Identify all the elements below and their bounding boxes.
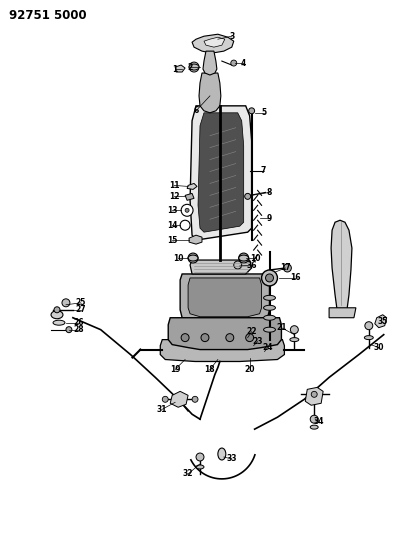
Text: 11: 11 [169,181,180,190]
Text: 16: 16 [290,273,300,282]
Text: 21: 21 [276,323,287,332]
Circle shape [180,220,190,230]
Polygon shape [185,193,194,200]
Text: 6: 6 [194,106,199,115]
Ellipse shape [51,311,63,319]
Ellipse shape [264,295,276,300]
Text: 10: 10 [173,254,184,263]
Text: 33: 33 [226,455,237,464]
Polygon shape [190,260,252,274]
Text: 9: 9 [267,214,272,223]
Polygon shape [175,65,185,72]
Circle shape [196,453,204,461]
Circle shape [189,62,199,72]
Circle shape [234,261,242,269]
Ellipse shape [188,255,198,261]
Text: 19: 19 [170,365,180,374]
Circle shape [162,397,168,402]
Polygon shape [305,387,323,405]
Polygon shape [198,113,244,232]
Polygon shape [189,235,202,244]
Text: 3: 3 [229,31,234,41]
Circle shape [54,307,60,313]
Circle shape [185,208,189,212]
Circle shape [201,334,209,342]
Circle shape [249,108,255,114]
Ellipse shape [290,337,299,342]
Circle shape [181,204,193,216]
Polygon shape [204,37,225,47]
Circle shape [188,253,198,263]
Circle shape [66,327,72,333]
Text: 22: 22 [246,327,257,336]
Ellipse shape [53,320,65,325]
Polygon shape [199,73,221,113]
Polygon shape [190,106,252,240]
Ellipse shape [264,305,276,310]
Text: 26: 26 [74,318,84,327]
Circle shape [262,270,278,286]
Text: 1: 1 [172,64,178,74]
Ellipse shape [218,448,226,460]
Circle shape [226,334,234,342]
Text: 12: 12 [169,192,180,201]
Text: 18: 18 [205,365,215,374]
Text: 28: 28 [74,325,84,334]
Text: 15: 15 [167,236,177,245]
Circle shape [192,397,198,402]
Ellipse shape [239,255,249,261]
Circle shape [231,60,237,66]
Text: 30: 30 [374,343,384,352]
Polygon shape [192,34,234,53]
Circle shape [311,391,317,397]
Text: 8: 8 [267,188,272,197]
Text: 35: 35 [378,317,388,326]
Circle shape [290,326,298,334]
Text: 4: 4 [241,59,246,68]
Circle shape [365,322,373,330]
Circle shape [239,253,249,263]
Text: 7: 7 [261,166,266,175]
Circle shape [62,299,70,307]
Text: 92751 5000: 92751 5000 [9,10,87,22]
Ellipse shape [196,465,204,469]
Polygon shape [168,318,282,350]
Polygon shape [203,51,217,75]
Polygon shape [375,315,387,328]
Ellipse shape [264,315,276,320]
Polygon shape [180,274,270,322]
Polygon shape [160,340,284,361]
Circle shape [284,264,291,272]
Text: 17: 17 [280,263,291,272]
Circle shape [246,334,254,342]
Polygon shape [187,183,197,189]
Text: 23: 23 [252,337,263,346]
Text: 36: 36 [246,261,257,270]
Text: 14: 14 [167,221,178,230]
Polygon shape [331,220,352,310]
Text: 13: 13 [167,206,178,215]
Polygon shape [329,308,356,318]
Circle shape [181,334,189,342]
Text: 24: 24 [262,343,273,352]
Circle shape [310,415,318,423]
Text: 25: 25 [76,298,86,308]
Ellipse shape [189,64,199,70]
Text: 20: 20 [244,365,255,374]
Polygon shape [170,391,188,407]
Circle shape [245,193,251,199]
Text: 5: 5 [261,108,266,117]
Text: 10: 10 [250,254,261,263]
Text: 32: 32 [183,470,193,479]
Text: 34: 34 [314,417,324,426]
Ellipse shape [264,327,276,332]
Text: 31: 31 [157,405,168,414]
Circle shape [266,274,274,282]
Ellipse shape [364,336,373,340]
Text: 27: 27 [76,305,86,314]
Ellipse shape [310,425,318,429]
Text: 2: 2 [188,62,193,71]
Polygon shape [188,278,262,317]
